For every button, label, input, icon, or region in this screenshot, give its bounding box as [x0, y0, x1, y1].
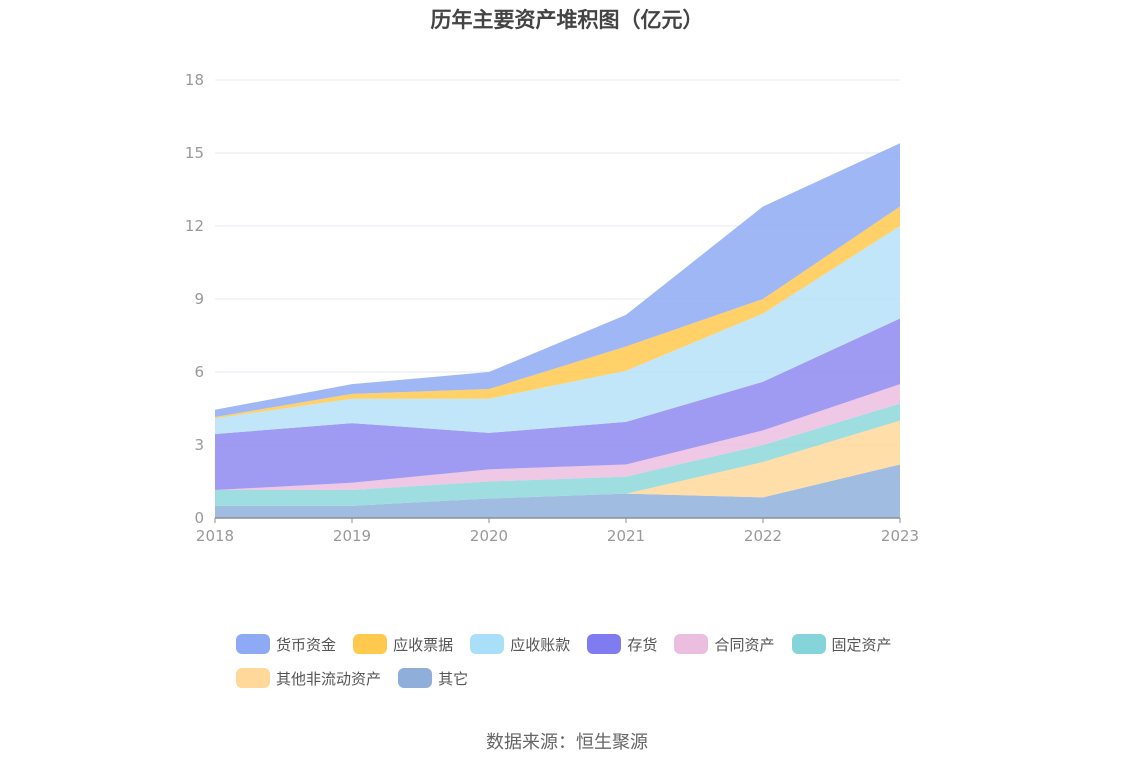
- legend-swatch: [791, 634, 826, 654]
- legend-label: 固定资产: [831, 635, 892, 654]
- y-tick-label: 6: [194, 363, 204, 381]
- legend-label: 货币资金: [276, 635, 337, 654]
- chart-title: 历年主要资产堆积图（亿元）: [430, 8, 704, 32]
- area-series: [215, 206, 900, 419]
- area-series: [215, 464, 900, 518]
- legend-item-notes-receivable[interactable]: 应收票据: [353, 631, 453, 657]
- area-series: [215, 420, 900, 506]
- area-series: [215, 143, 900, 418]
- x-tick-label: 2019: [333, 527, 371, 545]
- x-tick-label: 2023: [881, 527, 919, 545]
- area-series: [215, 318, 900, 491]
- y-tick-label: 0: [194, 509, 204, 527]
- x-tick-label: 2021: [607, 527, 645, 545]
- y-tick-label: 18: [185, 71, 204, 89]
- legend-label: 其他非流动资产: [276, 669, 382, 688]
- legend-item-contract-assets[interactable]: 合同资产: [674, 631, 774, 657]
- x-tick-label: 2020: [470, 527, 508, 545]
- legend-item-inventory[interactable]: 存货: [587, 631, 657, 657]
- area-series: [215, 384, 900, 491]
- legend-item-other-noncurrent-assets[interactable]: 其他非流动资产: [236, 665, 381, 691]
- y-tick-label: 9: [194, 290, 204, 308]
- area-series: [215, 226, 900, 435]
- legend-label: 存货: [627, 635, 658, 654]
- legend-item-other[interactable]: 其它: [398, 665, 468, 691]
- legend-swatch: [587, 634, 622, 654]
- y-tick-label: 3: [194, 436, 204, 454]
- legend-swatch: [353, 634, 388, 654]
- legend-swatch: [236, 634, 270, 654]
- legend-label: 其它: [438, 669, 469, 688]
- legend-item-fixed-assets[interactable]: 固定资产: [791, 631, 892, 657]
- y-tick-label: 12: [185, 217, 204, 235]
- y-tick-label: 15: [185, 144, 204, 162]
- legend-swatch: [470, 634, 505, 654]
- legend-label: 合同资产: [714, 635, 775, 654]
- data-source: 数据来源：恒生聚源: [486, 732, 648, 753]
- stacked-area-chart: 0 3 6 9 12 15 18 2018 2019 2020 2021 2022 2023: [185, 71, 919, 545]
- legend-item-cash[interactable]: 货币资金: [236, 631, 336, 657]
- legend: 货币资金 应收票据 应收账款 存货 合同资产 固定资产 其他非流动资产 其它: [236, 631, 916, 699]
- legend-item-accounts-receivable[interactable]: 应收账款: [470, 631, 570, 657]
- legend-swatch: [236, 668, 270, 688]
- legend-label: 应收票据: [393, 635, 454, 654]
- legend-swatch: [674, 634, 709, 654]
- legend-swatch: [398, 668, 433, 688]
- area-series: [215, 403, 900, 506]
- x-tick-label: 2022: [744, 527, 782, 545]
- legend-label: 应收账款: [510, 635, 571, 654]
- x-tick-label: 2018: [196, 527, 234, 545]
